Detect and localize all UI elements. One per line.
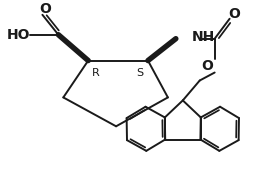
Text: NH: NH — [192, 30, 215, 44]
Text: R: R — [92, 68, 100, 78]
Text: S: S — [136, 68, 144, 78]
Text: O: O — [229, 7, 241, 21]
Text: HO: HO — [7, 28, 30, 42]
Text: O: O — [39, 2, 51, 16]
Text: O: O — [201, 59, 213, 73]
